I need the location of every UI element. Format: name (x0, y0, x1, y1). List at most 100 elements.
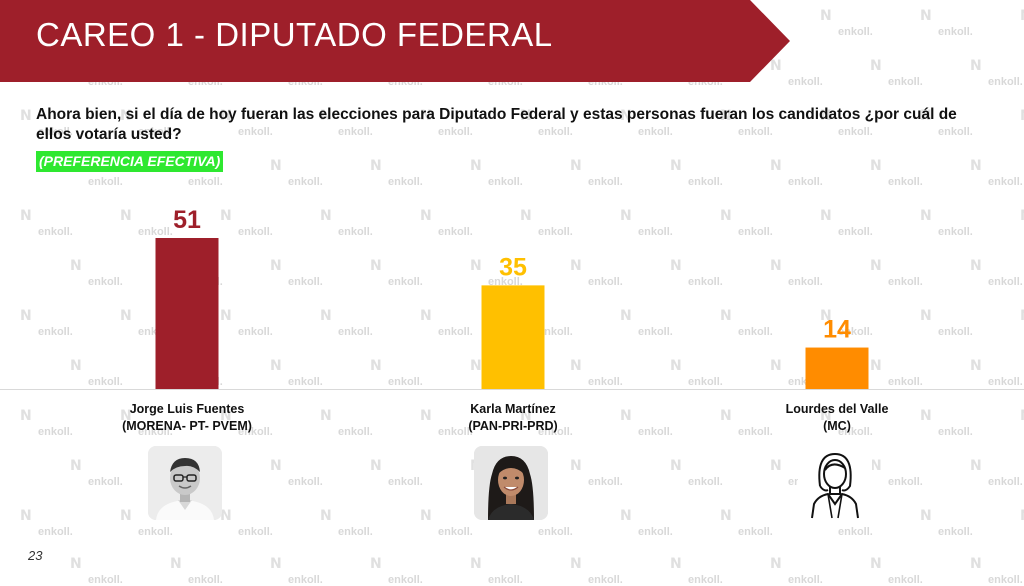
watermark-text: enkoll. (588, 574, 623, 586)
watermark-text: enkoll. (938, 426, 973, 438)
candidate-party-1: (MORENA- PT- PVEM) (122, 419, 252, 433)
watermark-text: enkoll. (888, 476, 923, 488)
watermark-logo: N (420, 508, 432, 524)
data-label-1: 51 (173, 206, 201, 234)
watermark-text: enkoll. (588, 176, 623, 188)
female-outline-icon (798, 446, 872, 520)
watermark-text: enkoll. (288, 176, 323, 188)
watermark-logo: N (570, 458, 582, 474)
watermark-logo: N (570, 556, 582, 572)
watermark-text: enkoll. (938, 26, 973, 38)
watermark-logo: N (270, 556, 282, 572)
watermark-text: enkoll. (888, 176, 923, 188)
watermark-logo: N (70, 556, 82, 572)
watermark-logo: N (370, 458, 382, 474)
watermark-logo: N (470, 556, 482, 572)
watermark-logo: N (870, 556, 882, 572)
bar-2 (481, 285, 545, 389)
bar-1 (155, 238, 219, 389)
candidate-party-3: (MC) (823, 419, 851, 433)
watermark-text: enkoll. (838, 526, 873, 538)
watermark-text: enkoll. (988, 574, 1023, 586)
watermark-text: enkoll. (388, 476, 423, 488)
watermark-logo: N (770, 458, 782, 474)
watermark-logo: N (70, 458, 82, 474)
watermark-logo: N (170, 556, 182, 572)
watermark-logo: N (670, 556, 682, 572)
watermark-logo: N (320, 508, 332, 524)
watermark-logo: N (970, 158, 982, 174)
watermark-logo: N (370, 556, 382, 572)
watermark-text: enkoll. (88, 574, 123, 586)
watermark-logo: N (20, 108, 32, 124)
candidate-party-2: (PAN-PRI-PRD) (468, 419, 558, 433)
watermark-logo: N (770, 58, 782, 74)
candidate-name-1: Jorge Luis Fuentes (129, 402, 245, 416)
watermark-text: enkoll. (688, 476, 723, 488)
watermark-text: enkoll. (638, 526, 673, 538)
watermark-text: enkoll. (238, 526, 273, 538)
watermark-text: enkoll. (388, 574, 423, 586)
watermark-text: enkoll. (988, 176, 1023, 188)
watermark-logo: N (920, 8, 932, 24)
candidate-name-2: Karla Martínez (470, 402, 556, 416)
watermark-text: enkoll. (388, 176, 423, 188)
watermark-text: enkoll. (588, 476, 623, 488)
watermark-text: enkoll. (788, 574, 823, 586)
survey-question: Ahora bien, si el día de hoy fueran las … (36, 106, 957, 143)
watermark-text: enkoll. (788, 176, 823, 188)
watermark-text: enkoll. (738, 526, 773, 538)
watermark-text: enkoll. (488, 176, 523, 188)
bar-3 (805, 347, 869, 389)
watermark-logo: N (870, 58, 882, 74)
title-banner (0, 0, 790, 82)
candidate-name-3: Lourdes del Valle (785, 402, 889, 416)
watermark-text: enkoll. (988, 476, 1023, 488)
watermark-logo: N (370, 158, 382, 174)
page-number: 23 (28, 548, 43, 563)
watermark-logo: N (970, 58, 982, 74)
watermark-logo: N (1020, 508, 1024, 524)
watermark-text: enkoll. (88, 476, 123, 488)
watermark-logo: N (970, 556, 982, 572)
watermark-logo: N (920, 508, 932, 524)
watermark-logo: N (970, 458, 982, 474)
watermark-logo: N (1020, 8, 1024, 24)
watermark-text: enkoll. (838, 26, 873, 38)
watermark-logo: N (770, 158, 782, 174)
preference-badge: (PREFERENCIA EFECTIVA) (36, 151, 224, 172)
watermark-text: enkoll. (888, 574, 923, 586)
watermark-text: enkoll. (688, 574, 723, 586)
bar-chart: 51 35 14 (0, 206, 1024, 390)
watermark-logo: N (620, 508, 632, 524)
watermark-text: enkoll. (38, 426, 73, 438)
watermark-logo: N (670, 158, 682, 174)
candidate-photo-female (474, 446, 548, 520)
watermark-text: enkoll. (188, 574, 223, 586)
watermark-text: enkoll. (38, 526, 73, 538)
watermark-text: enkoll. (288, 476, 323, 488)
watermark-logo: N (870, 158, 882, 174)
watermark-logo: N (20, 508, 32, 524)
watermark-text: enkoll. (538, 526, 573, 538)
watermark-logo: N (270, 158, 282, 174)
watermark-text: enkoll. (888, 76, 923, 88)
candidate-photo-male (148, 446, 222, 520)
watermark-logo: N (470, 158, 482, 174)
watermark-text: enkoll. (288, 574, 323, 586)
watermark-logo: N (820, 8, 832, 24)
watermark-text: enkoll. (688, 176, 723, 188)
watermark-logo: N (770, 556, 782, 572)
watermark-text: enkoll. (488, 574, 523, 586)
data-label-3: 14 (823, 316, 851, 344)
watermark-logo: N (270, 458, 282, 474)
watermark-text: enkoll. (338, 426, 373, 438)
data-label-2: 35 (499, 253, 527, 281)
watermark-text: enkoll. (938, 526, 973, 538)
watermark-text: enkoll. (788, 76, 823, 88)
watermark-logo: N (720, 508, 732, 524)
watermark-text: enkoll. (188, 176, 223, 188)
page-title: CAREO 1 - DIPUTADO FEDERAL (36, 16, 553, 53)
watermark-text: enkoll. (438, 526, 473, 538)
watermark-text: enkoll. (638, 426, 673, 438)
